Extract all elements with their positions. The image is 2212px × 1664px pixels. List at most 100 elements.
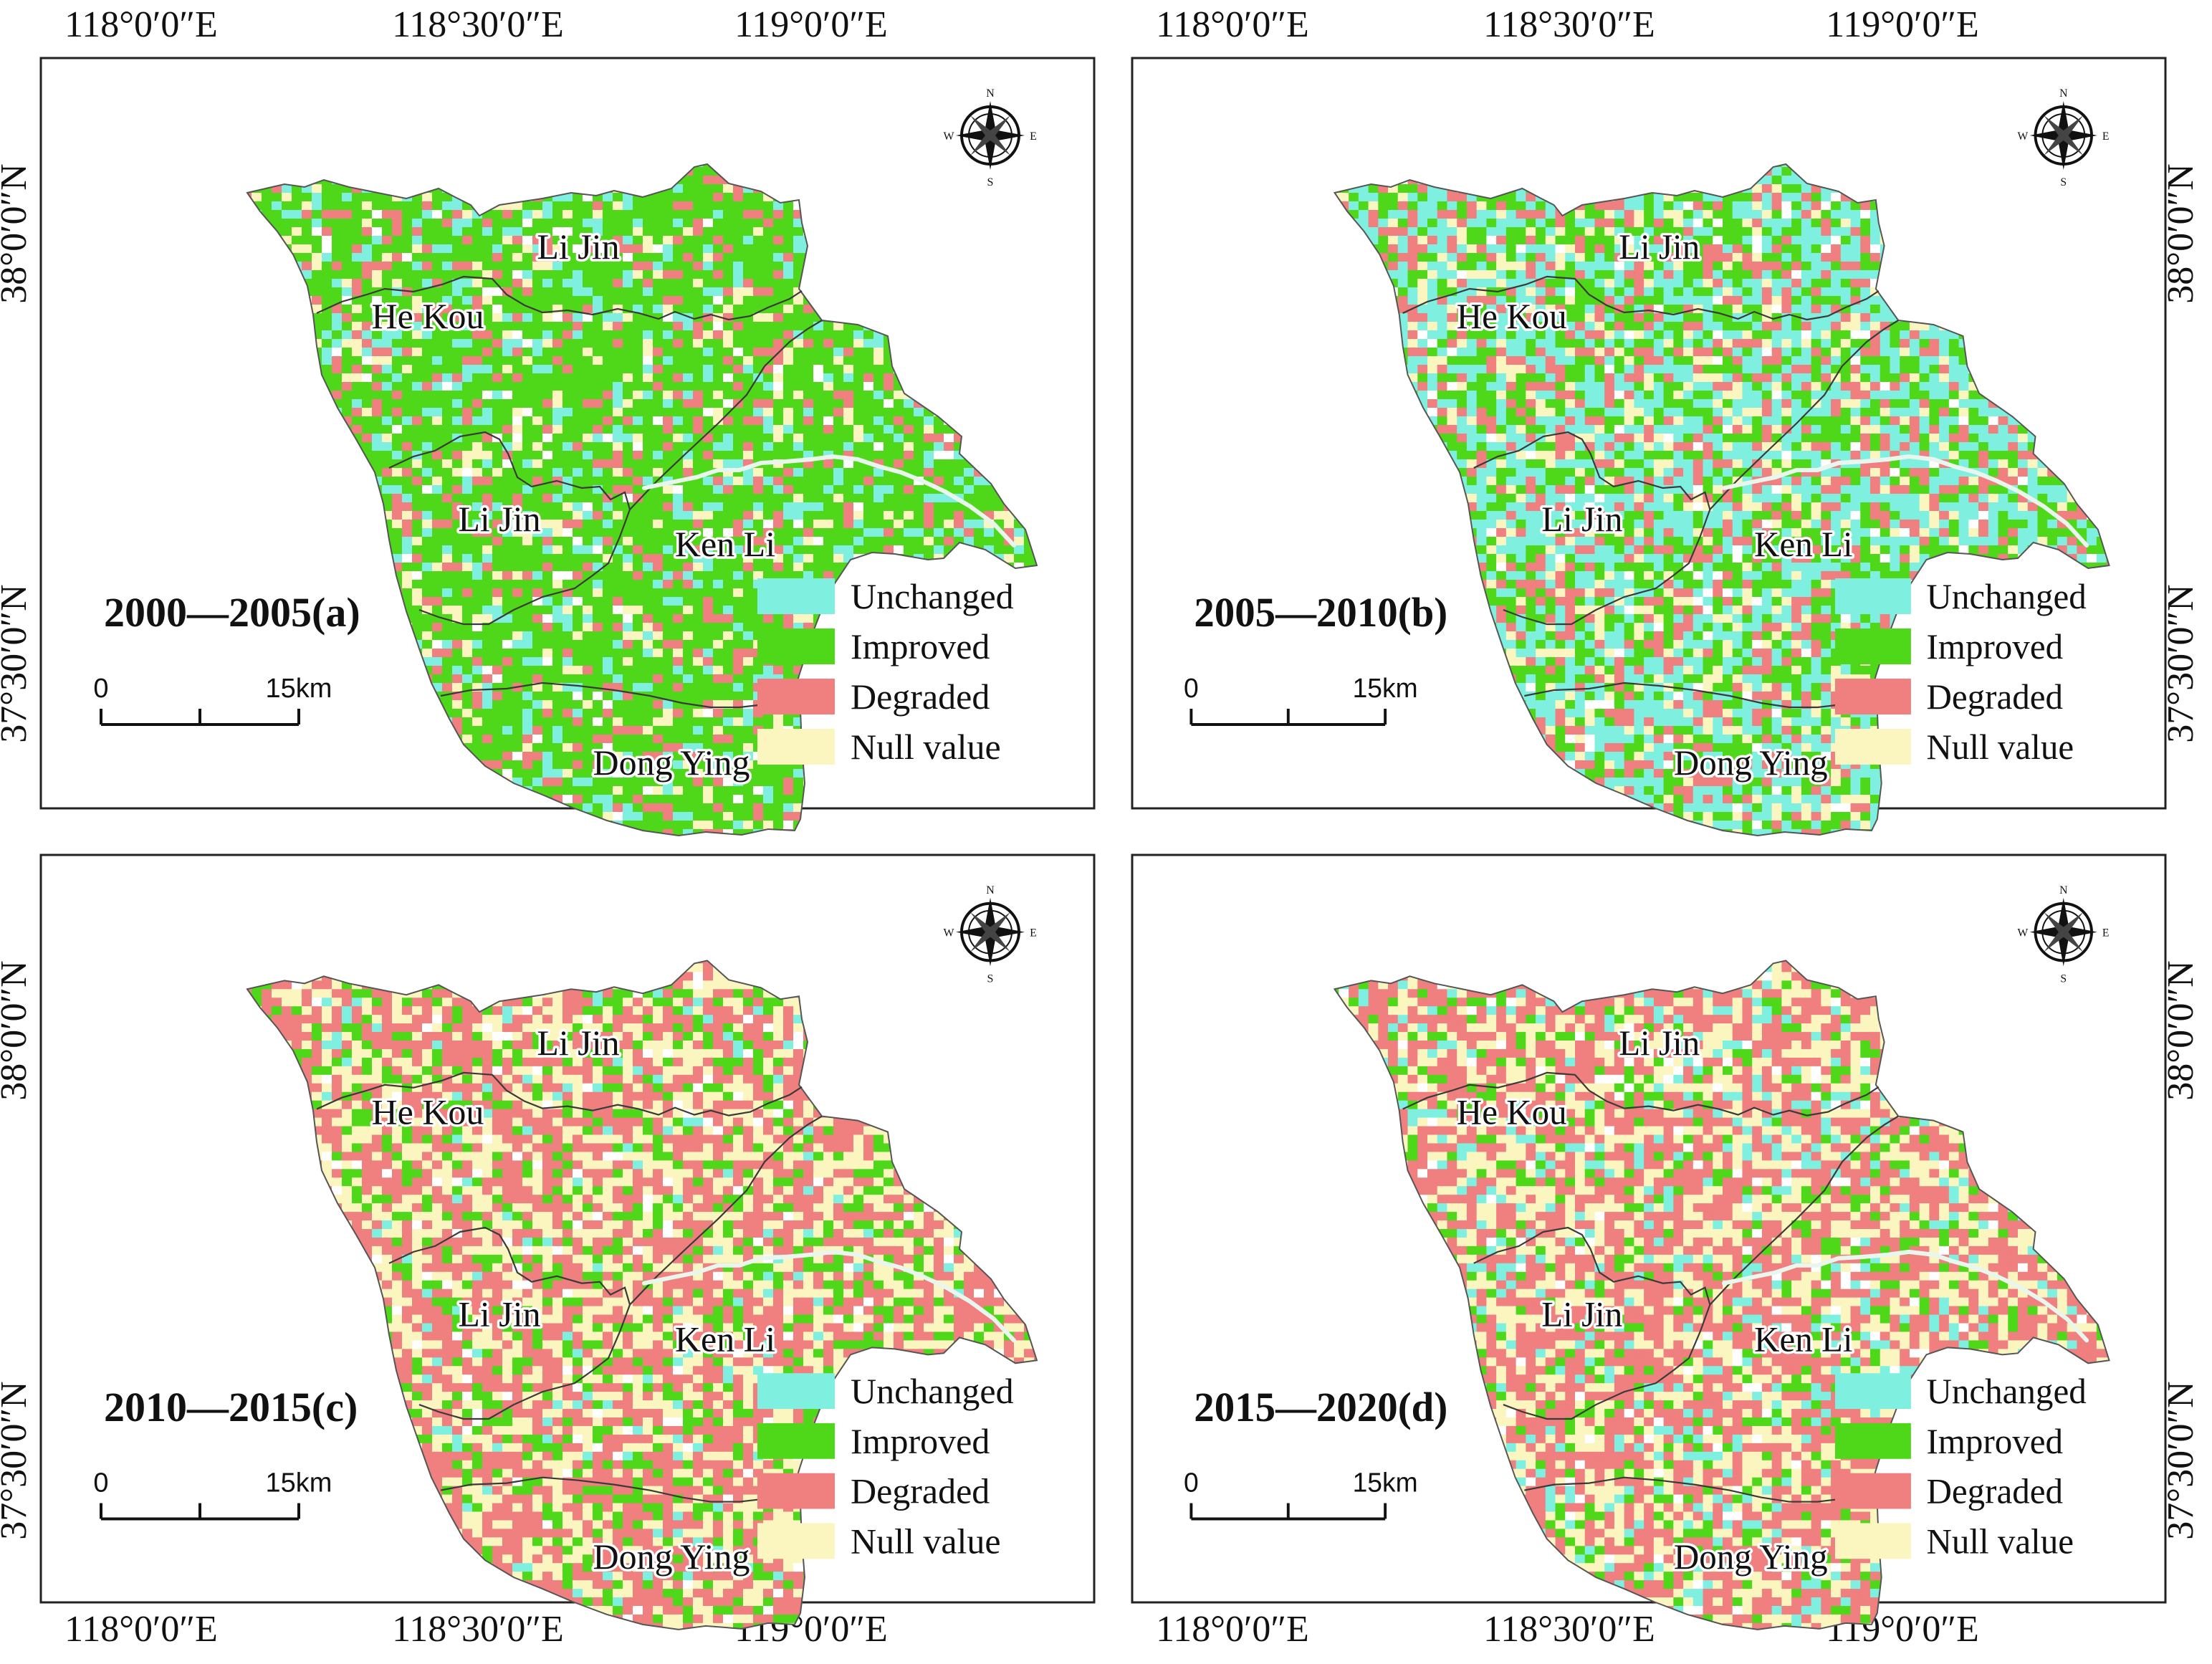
- region-label-li-jin: Li Jin: [1541, 499, 1622, 540]
- longitude-label: 118°0′0″E: [64, 4, 218, 45]
- region-label-dong-ying: Dong Ying: [593, 1537, 750, 1577]
- map-panel-c: 118°0′0″E 118°30′0″E 119°0′0″E38°0′0″N37°3…: [0, 853, 1096, 1650]
- latitude-label: 37°30′0″N: [2160, 584, 2201, 742]
- scale-bar-end: 15km: [266, 674, 332, 704]
- longitude-label: 119°0′0″E: [1826, 4, 1979, 45]
- legend: Unchanged Improved Degraded Null value: [757, 1372, 1014, 1561]
- scale-bar: 0 15km: [93, 674, 332, 726]
- legend-label-improved: Improved: [851, 626, 990, 666]
- region-label-li-jin: Li Jin: [458, 1295, 540, 1334]
- longitude-label: 118°30′0″E: [392, 4, 564, 45]
- region-label-ken-li: Ken Li: [675, 1319, 775, 1359]
- legend-swatch-degraded: [1834, 679, 1911, 714]
- region-label-li-jin-north: Li Jin: [1619, 1023, 1700, 1063]
- legend-swatch-degraded: [757, 1473, 835, 1509]
- latitude-label: 37°30′0″N: [0, 584, 34, 742]
- region-label-ken-li: Ken Li: [1754, 1319, 1853, 1359]
- latitude-label: 38°0′0″N: [0, 163, 34, 303]
- compass-n: N: [2059, 87, 2068, 100]
- longitude-label: 119°0′0″E: [734, 4, 888, 45]
- compass-e: E: [2102, 927, 2110, 939]
- compass-w: W: [2017, 927, 2028, 939]
- legend-swatch-improved: [1834, 628, 1911, 664]
- compass-e: E: [2102, 130, 2110, 143]
- county-boundary: [1473, 1226, 1711, 1305]
- legend-swatch-unchanged: [1834, 1373, 1911, 1410]
- scale-bar: 0 15km: [1184, 1467, 1418, 1521]
- legend-label-degraded: Degraded: [1926, 1471, 2063, 1511]
- compass-s: S: [2060, 176, 2067, 188]
- compass-s: S: [987, 176, 994, 188]
- scale-bar-zero: 0: [93, 1468, 108, 1498]
- legend-label-null: Null value: [851, 1521, 1001, 1561]
- legend-label-improved: Improved: [1926, 627, 2063, 667]
- region-label-ken-li: Ken Li: [675, 524, 775, 564]
- region-label-li-jin-north: Li Jin: [1619, 227, 1700, 267]
- compass-needle-diag2: [970, 115, 1010, 156]
- longitude-label: 118°0′0″E: [64, 1609, 218, 1650]
- county-boundary: [418, 509, 631, 626]
- county-boundary: [1503, 509, 1711, 626]
- yellow-river: [1722, 1249, 2089, 1343]
- county-boundary: [629, 1115, 823, 1306]
- scale-bar: 0 15km: [93, 1468, 332, 1521]
- panel-title: 2000—2005(a): [104, 589, 360, 636]
- compass-w: W: [943, 927, 954, 939]
- county-boundary: [1402, 275, 1880, 321]
- region-label-he-kou: He Kou: [372, 1093, 484, 1132]
- region-label-he-kou: He Kou: [1457, 1092, 1567, 1132]
- county-boundary: [316, 275, 803, 321]
- longitude-label: 118°30′0″E: [1483, 1609, 1655, 1650]
- panel-title: 2015—2020(d): [1194, 1385, 1447, 1430]
- legend-label-degraded: Degraded: [851, 1472, 990, 1511]
- north-arrow-compass-icon: N S E W: [2017, 87, 2109, 188]
- scale-bar-end: 15km: [1353, 673, 1418, 703]
- latitude-label: 37°30′0″N: [2160, 1381, 2201, 1539]
- compass-needle-diag2: [970, 912, 1010, 952]
- legend-swatch-null: [1834, 1523, 1911, 1559]
- county-boundary: [1473, 431, 1711, 510]
- compass-e: E: [1030, 130, 1037, 143]
- compass-n: N: [2059, 884, 2068, 896]
- region-label-dong-ying: Dong Ying: [1674, 1537, 1828, 1577]
- legend: Unchanged Improved Degraded Null value: [757, 576, 1014, 767]
- legend-swatch-improved: [757, 1422, 835, 1459]
- legend-swatch-improved: [757, 628, 835, 664]
- latitude-label: 38°0′0″N: [0, 960, 34, 1100]
- study-area-outline: [246, 960, 1038, 1630]
- county-boundary: [1709, 1115, 1899, 1306]
- legend-swatch-unchanged: [757, 578, 835, 614]
- legend-label-improved: Improved: [1926, 1421, 2063, 1460]
- map-panel-d: 118°0′0″E 118°30′0″E 119°0′0″E38°0′0″N37°3…: [1131, 853, 2201, 1650]
- north-arrow-compass-icon: N S E W: [943, 884, 1036, 985]
- region-label-li-jin-north: Li Jin: [537, 226, 619, 267]
- region-label-ken-li: Ken Li: [1754, 525, 1853, 565]
- legend-swatch-null: [757, 729, 835, 765]
- region-label-dong-ying: Dong Ying: [593, 742, 750, 783]
- legend-swatch-improved: [1834, 1422, 1911, 1459]
- legend-swatch-unchanged: [757, 1373, 835, 1410]
- legend-label-unchanged: Unchanged: [851, 576, 1014, 616]
- legend-swatch-null: [757, 1523, 835, 1559]
- legend-label-null: Null value: [851, 727, 1001, 767]
- longitude-label: 118°30′0″E: [1483, 4, 1655, 45]
- county-boundary: [1709, 320, 1899, 510]
- compass-w: W: [2017, 130, 2028, 143]
- region-label-li-jin-north: Li Jin: [537, 1023, 619, 1063]
- scale-bar: 0 15km: [1184, 673, 1418, 726]
- compass-n: N: [986, 884, 995, 896]
- compass-needle-diag2: [2044, 912, 2084, 952]
- legend-label-degraded: Degraded: [1926, 677, 2063, 717]
- study-area-outline: [1333, 960, 2110, 1630]
- compass-w: W: [943, 130, 954, 143]
- compass-e: E: [1030, 927, 1037, 939]
- region-label-he-kou: He Kou: [1457, 297, 1567, 337]
- county-boundary: [388, 1226, 631, 1305]
- county-boundary: [440, 1476, 793, 1503]
- scale-bar-zero: 0: [1184, 1467, 1199, 1497]
- yellow-river: [642, 1249, 1016, 1343]
- legend-label-unchanged: Unchanged: [1926, 1372, 2087, 1411]
- region-label-dong-ying: Dong Ying: [1674, 743, 1828, 783]
- legend-label-improved: Improved: [851, 1422, 990, 1461]
